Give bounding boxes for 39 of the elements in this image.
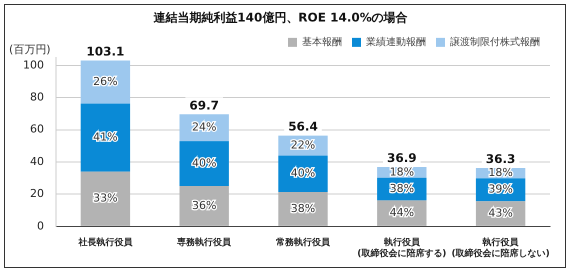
- frame: 基本報酬 業績連動報酬 譲渡制限付株式報酬 連結当期純利益140億円、ROE 14.0%の場合 社長執行役員 専務執行役員 常務執行役員 執行役員 (取締役会に陪席する) 執行役員 (取締役会に陪席しない) 0 20 40 60 80 100 33% 36% 38% 44% 43% 41% 40% 40% 38% 39% 26% 24% 22% 18% 18% 103.1 69.7 56.4 36.9 36.3 (百万円): [4, 4, 566, 268]
- x-tick-label: 執行役員 (取締役会に陪席しない): [451, 237, 550, 259]
- annotation: 24%: [192, 120, 216, 134]
- x-tick-label: 常務執行役員: [276, 237, 331, 248]
- annotation: 38%: [390, 182, 414, 195]
- x-tick-label: 専務執行役員: [176, 237, 232, 248]
- total-label: 69.7: [189, 98, 219, 112]
- legend-label: 譲渡制限付株式報酬: [450, 36, 540, 48]
- y-tick-label: 60: [30, 122, 44, 136]
- annotation: 33%: [93, 192, 118, 205]
- annotation: 41%: [93, 130, 118, 144]
- total-label: 56.4: [288, 120, 318, 134]
- total-label: 36.3: [486, 152, 516, 166]
- annotation: 38%: [290, 202, 316, 215]
- bar: [80, 172, 130, 226]
- annotation: 18%: [488, 166, 513, 180]
- total-label: 36.9: [386, 151, 417, 166]
- legend-label: 基本報酬: [302, 36, 342, 48]
- bar: [80, 104, 130, 172]
- y-tick-label: 0: [36, 219, 44, 232]
- x-tick-label: 執行役員 (取締役会に陪席する): [357, 237, 446, 259]
- annotation: 39%: [488, 182, 513, 196]
- legend-label: 業績連動報酬: [366, 36, 426, 48]
- annotation: 43%: [488, 206, 513, 220]
- annotation: 22%: [290, 138, 316, 152]
- annotation: 40%: [290, 166, 316, 180]
- x-tick-label: 社長執行役員: [77, 237, 134, 248]
- annotation: 26%: [93, 74, 118, 88]
- annotation: 44%: [390, 206, 414, 219]
- annotation: 36%: [192, 198, 216, 212]
- y-tick-label: 40: [30, 154, 44, 168]
- annotation: 18%: [390, 165, 414, 178]
- y-tick-label: 20: [30, 187, 44, 200]
- y-tick-label: 80: [30, 90, 44, 104]
- y-axis-title: (百万円): [9, 42, 51, 56]
- chart-title: 連結当期純利益140億円、ROE 14.0%の場合: [152, 10, 409, 24]
- total-label: 103.1: [86, 44, 124, 59]
- annotation: 40%: [192, 156, 216, 170]
- y-tick-label: 100: [22, 58, 44, 72]
